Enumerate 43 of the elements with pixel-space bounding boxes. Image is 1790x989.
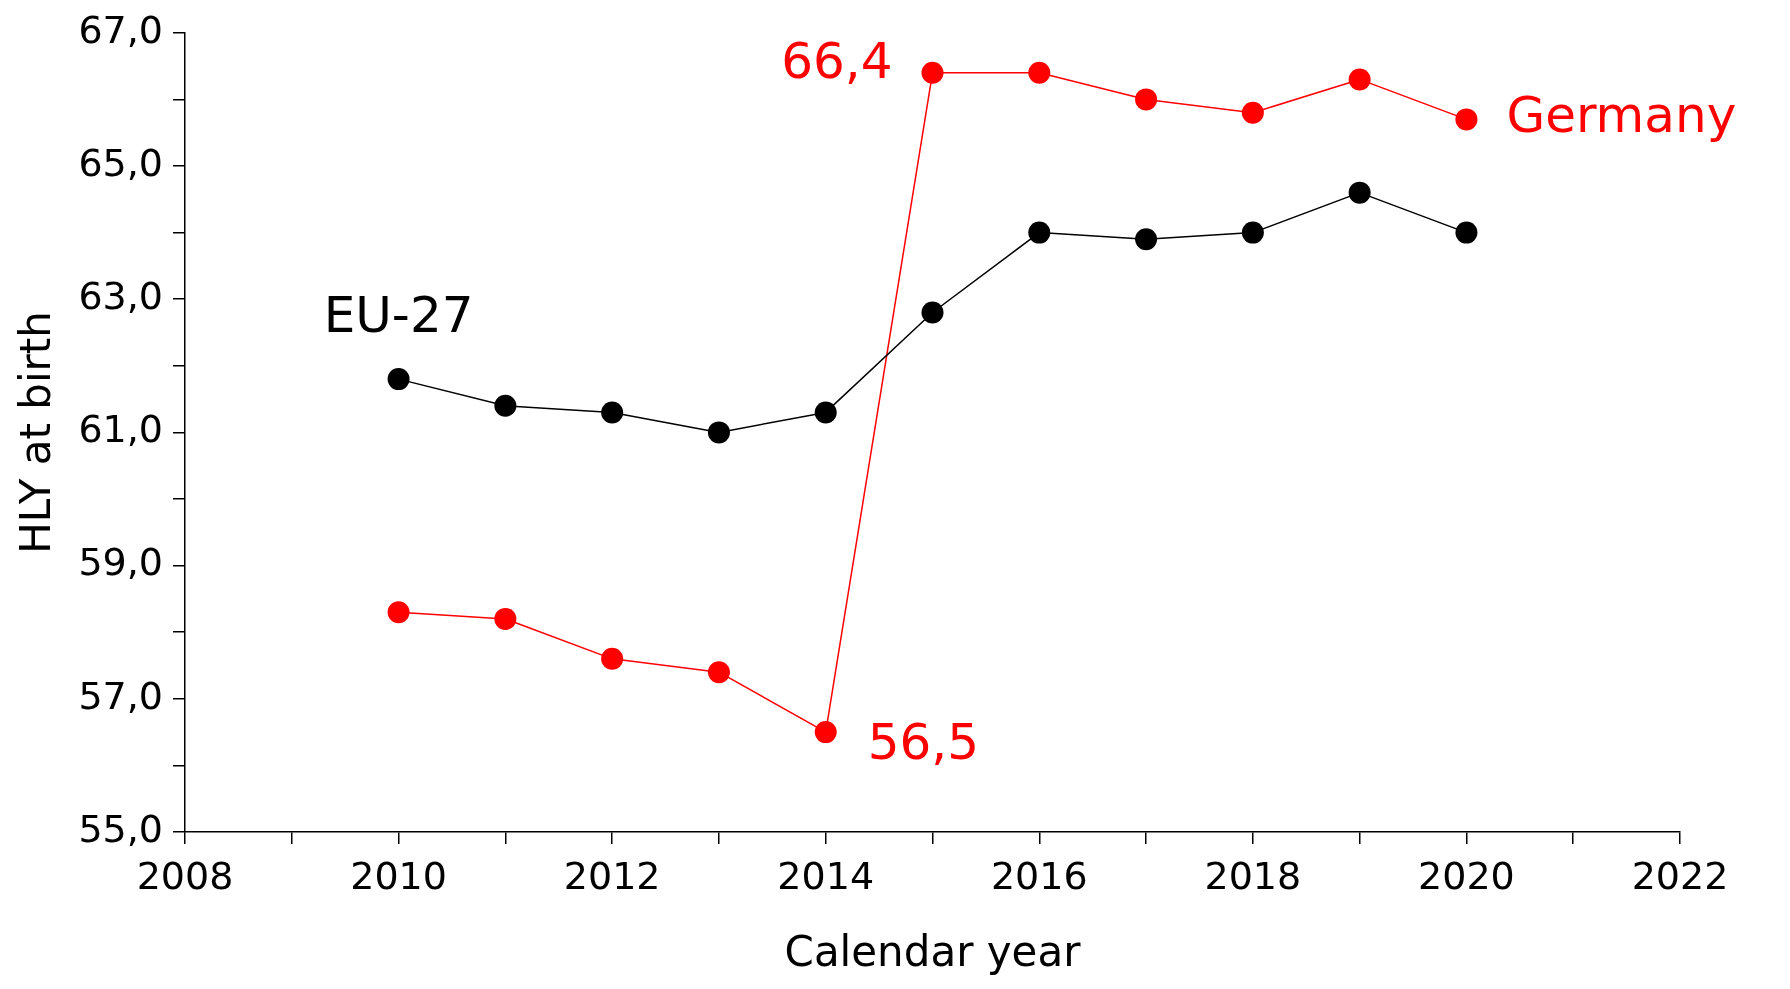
point	[707, 421, 730, 444]
point	[707, 661, 730, 684]
x-tick-label: 2016	[990, 853, 1088, 898]
point	[387, 368, 410, 391]
point	[1348, 68, 1371, 91]
y-axis-title: HLY at birth	[11, 311, 61, 554]
y-tick-label: 59,0	[78, 540, 164, 585]
y-tick-label: 67,0	[78, 7, 164, 52]
series-label: EU-27	[323, 286, 474, 345]
point	[921, 301, 944, 324]
point	[1135, 88, 1158, 111]
x-tick-label: 2014	[777, 853, 875, 898]
x-tick-label: 2020	[1418, 853, 1515, 898]
x-tick-label: 2012	[563, 853, 661, 898]
y-tick-label: 65,0	[78, 140, 164, 185]
point	[814, 401, 837, 424]
x-tick-label: 2008	[136, 853, 234, 898]
point	[1455, 221, 1478, 244]
point	[814, 721, 837, 744]
point	[1028, 61, 1051, 84]
point	[601, 401, 624, 424]
y-tick-label: 63,0	[78, 274, 164, 319]
series-label: Germany	[1506, 86, 1737, 145]
y-tick-label: 55,0	[78, 806, 164, 851]
point	[601, 647, 624, 670]
y-tick-label: 61,0	[78, 407, 164, 452]
point	[494, 394, 517, 417]
point	[921, 61, 944, 84]
point	[387, 601, 410, 624]
point	[1455, 108, 1478, 131]
point	[1241, 101, 1264, 124]
point	[1028, 221, 1051, 244]
x-tick-label: 2018	[1204, 853, 1302, 898]
y-tick-label: 57,0	[78, 673, 164, 718]
x-tick-label: 2010	[350, 853, 447, 898]
point	[1135, 228, 1158, 251]
annotation: 66,4	[781, 31, 893, 90]
x-tick-label: 2022	[1631, 853, 1729, 898]
point	[1241, 221, 1264, 244]
x-axis-title: Calendar year	[784, 926, 1082, 976]
point	[1348, 181, 1371, 204]
point	[494, 607, 517, 630]
annotation: 56,5	[867, 713, 980, 772]
